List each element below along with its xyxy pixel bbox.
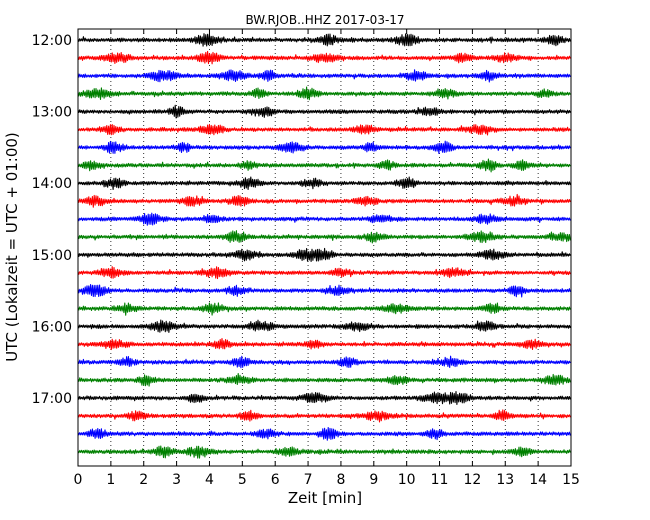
- trace-line: [77, 373, 571, 387]
- x-tick-label: 6: [271, 472, 280, 488]
- x-axis: 0 1 2 3 4 5 6 7 8 9 10 11 12 13 14 15: [74, 29, 580, 488]
- grid: [110, 29, 539, 466]
- trace-line: [77, 123, 571, 136]
- y-tick-label: 17:00: [32, 391, 72, 407]
- x-tick-label: 13: [496, 472, 514, 488]
- x-tick-label: 7: [304, 472, 313, 488]
- x-tick-label: 3: [172, 472, 181, 488]
- trace-line: [77, 33, 571, 47]
- x-tick-label: 9: [369, 472, 378, 488]
- x-tick-label: 4: [205, 472, 214, 488]
- plot-frame: [77, 28, 572, 467]
- trace-line: [77, 409, 571, 423]
- x-tick-label: 0: [74, 472, 83, 488]
- trace-line: [77, 319, 571, 333]
- trace-line: [77, 104, 571, 119]
- y-tick-label: 15:00: [32, 248, 72, 264]
- y-tick-label: 12:00: [32, 33, 72, 49]
- trace-line: [77, 391, 571, 406]
- chart-title: BW.RJOB..HHZ 2017-03-17: [245, 13, 404, 27]
- trace-line: [77, 266, 571, 280]
- trace-line: [77, 230, 571, 244]
- trace-line: [77, 176, 571, 191]
- trace-line: [77, 193, 571, 208]
- trace-line: [77, 445, 571, 459]
- trace-line: [77, 212, 571, 226]
- y-axis-label: UTC (Lokalzeit = UTC + 01:00): [3, 132, 21, 362]
- y-axis: 12:00 13:00 14:00 15:00 16:00 17:00: [32, 33, 571, 407]
- trace-line: [77, 50, 571, 65]
- x-tick-label: 5: [238, 472, 247, 488]
- x-tick-label: 1: [106, 472, 115, 488]
- trace-line: [77, 355, 571, 369]
- traces: [77, 33, 571, 459]
- trace-line: [77, 86, 571, 101]
- y-tick-label: 14:00: [32, 176, 72, 192]
- y-tick-label: 16:00: [32, 319, 72, 335]
- trace-line: [77, 140, 571, 155]
- trace-line: [77, 427, 571, 441]
- trace-line: [77, 302, 571, 316]
- x-tick-label: 2: [139, 472, 148, 488]
- trace-line: [77, 247, 571, 262]
- x-tick-label: 8: [336, 472, 345, 488]
- trace-line: [77, 284, 571, 298]
- trace-line: [77, 158, 571, 173]
- trace-line: [77, 69, 571, 83]
- x-tick-label: 15: [562, 472, 580, 488]
- x-tick-label: 14: [529, 472, 547, 488]
- x-axis-label: Zeit [min]: [288, 489, 362, 507]
- y-tick-label: 13:00: [32, 105, 72, 121]
- trace-line: [77, 337, 571, 351]
- x-tick-label: 11: [431, 472, 449, 488]
- x-tick-label: 12: [463, 472, 481, 488]
- x-tick-label: 10: [398, 472, 416, 488]
